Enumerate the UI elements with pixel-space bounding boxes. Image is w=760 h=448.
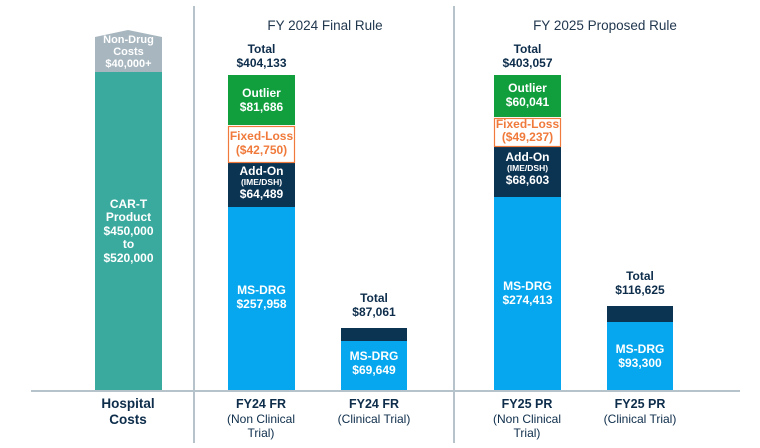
ms-drg-label-text: MS-DRG xyxy=(349,349,399,363)
add-on-label-text: Add-On xyxy=(239,164,284,178)
x-label-fy25-clinical: FY25 PR (Clinical Trial) xyxy=(584,397,696,426)
bar-segment-fy24ct-ms-drg xyxy=(341,341,407,390)
bar-segment-fy24ct-add-on xyxy=(341,328,407,341)
non-drug-label-line1: Non-Drug xyxy=(103,34,154,46)
x-label-line1: FY24 FR xyxy=(235,397,286,411)
fixed-loss-label-text: Fixed-Loss xyxy=(229,129,294,143)
outlier-label-fy24: Outlier $81,686 xyxy=(228,86,295,115)
bar-segment-fy25ct-ms-drg xyxy=(607,322,673,390)
total-label-text: Total xyxy=(626,269,654,283)
fixed-loss-label-text: Fixed-Loss xyxy=(495,117,560,131)
x-label-line2: Costs xyxy=(109,412,147,428)
product-label-line4: to xyxy=(122,237,135,252)
non-drug-costs-label: Non-Drug Costs $40,000+ xyxy=(90,34,167,71)
add-on-label-fy24: Add-On (IME/DSH) $64,489 xyxy=(228,164,295,201)
x-label-line1: FY25 PR xyxy=(501,397,553,411)
bar-segment-fy24-fixed-loss xyxy=(227,125,296,164)
ms-drg-value: $274,413 xyxy=(502,292,553,307)
bar-segment-fy24-add-on xyxy=(228,163,295,207)
total-value: $116,625 xyxy=(615,282,665,297)
bar-segment-fy25-fixed-loss xyxy=(493,117,562,148)
bar-segment-fy24-outlier xyxy=(228,75,295,125)
x-label-line1: FY24 FR xyxy=(348,397,399,411)
product-label-line2: Product xyxy=(105,210,152,225)
group-header-fy24: FY 2024 Final Rule xyxy=(267,18,383,33)
product-label-line3: $450,000 xyxy=(103,223,154,238)
ms-drg-label-text: MS-DRG xyxy=(237,283,286,297)
x-label-hospital-costs: Hospital Costs xyxy=(78,396,178,428)
add-on-sublabel: (IME/DSH) xyxy=(506,163,549,174)
x-label-line1: FY25 PR xyxy=(614,397,666,411)
x-label-fy24-non-clinical: FY24 FR (Non Clinical Trial) xyxy=(206,397,316,441)
add-on-label-fy25: Add-On (IME/DSH) $68,603 xyxy=(494,150,561,187)
x-label-line2: (Clinical Trial) xyxy=(603,412,677,426)
outlier-value: $81,686 xyxy=(239,99,284,114)
outlier-label-text: Outlier xyxy=(242,86,281,100)
add-on-sublabel: (IME/DSH) xyxy=(240,177,283,188)
bar-segment-non-drug-costs xyxy=(95,30,162,72)
outlier-label-fy25: Outlier $60,041 xyxy=(494,81,561,110)
ms-drg-label-fy24: MS-DRG $257,958 xyxy=(228,283,295,312)
fixed-loss-label-fy25: Fixed-Loss ($49,237) xyxy=(492,118,563,144)
product-label-line1: CAR-T xyxy=(109,197,148,211)
total-label-text: Total xyxy=(247,42,276,56)
bar-segment-fy25ct-add-on xyxy=(607,306,673,322)
ms-drg-label-text: MS-DRG xyxy=(615,342,665,356)
bar-segment-fy24-ms-drg xyxy=(228,207,295,390)
bar-segment-fy25-ms-drg xyxy=(494,197,561,390)
x-label-fy25-non-clinical: FY25 PR (Non Clinical Trial) xyxy=(472,397,582,441)
add-on-label-text: Add-On xyxy=(505,150,550,164)
ms-drg-value: $93,300 xyxy=(618,355,662,370)
total-label-fy25ct: Total $116,625 xyxy=(593,269,687,298)
x-label-line2: (Non Clinical xyxy=(492,412,562,426)
outlier-label-text: Outlier xyxy=(508,81,547,95)
fixed-loss-label-fy24: Fixed-Loss ($42,750) xyxy=(226,129,297,158)
bar-segment-cart-product xyxy=(95,72,162,390)
total-value: $404,133 xyxy=(236,55,287,70)
x-label-line3: Trial) xyxy=(247,426,275,441)
total-value: $403,057 xyxy=(502,55,553,70)
total-label-fy24: Total $404,133 xyxy=(215,42,308,71)
x-label-line2: (Clinical Trial) xyxy=(337,412,411,426)
total-label-fy25: Total $403,057 xyxy=(481,42,574,71)
non-drug-label-line2: Costs xyxy=(113,45,144,58)
group-header-fy25: FY 2025 Proposed Rule xyxy=(533,18,677,33)
total-label-text: Total xyxy=(513,42,542,56)
cart-product-label: CAR-T Product $450,000 to $520,000 xyxy=(90,197,167,265)
ms-drg-label-fy25: MS-DRG $274,413 xyxy=(494,279,561,308)
ms-drg-label-fy24ct: MS-DRG $69,649 xyxy=(341,349,407,378)
ms-drg-value: $69,649 xyxy=(352,362,396,377)
ms-drg-label-text: MS-DRG xyxy=(503,279,552,293)
x-label-line3: Trial) xyxy=(513,426,541,441)
product-label-line5: $520,000 xyxy=(103,250,154,265)
add-on-value: $64,489 xyxy=(239,186,284,201)
bar-segment-fy25-outlier xyxy=(494,75,561,117)
add-on-value: $68,603 xyxy=(505,172,550,187)
x-label-line2: (Non Clinical xyxy=(226,412,296,426)
fixed-loss-value: ($49,237) xyxy=(501,129,554,144)
outlier-value: $60,041 xyxy=(505,94,550,109)
ms-drg-value: $257,958 xyxy=(236,296,287,311)
fixed-loss-value: ($42,750) xyxy=(235,142,288,157)
x-label-fy24-clinical: FY24 FR (Clinical Trial) xyxy=(318,397,430,426)
ms-drg-label-fy25ct: MS-DRG $93,300 xyxy=(607,342,673,371)
total-label-text: Total xyxy=(360,291,388,305)
non-drug-label-value: $40,000+ xyxy=(105,57,152,70)
total-label-fy24ct: Total $87,061 xyxy=(327,291,421,320)
total-value: $87,061 xyxy=(352,304,396,319)
x-label-line1: Hospital xyxy=(101,396,155,411)
bar-segment-fy25-add-on xyxy=(494,147,561,197)
